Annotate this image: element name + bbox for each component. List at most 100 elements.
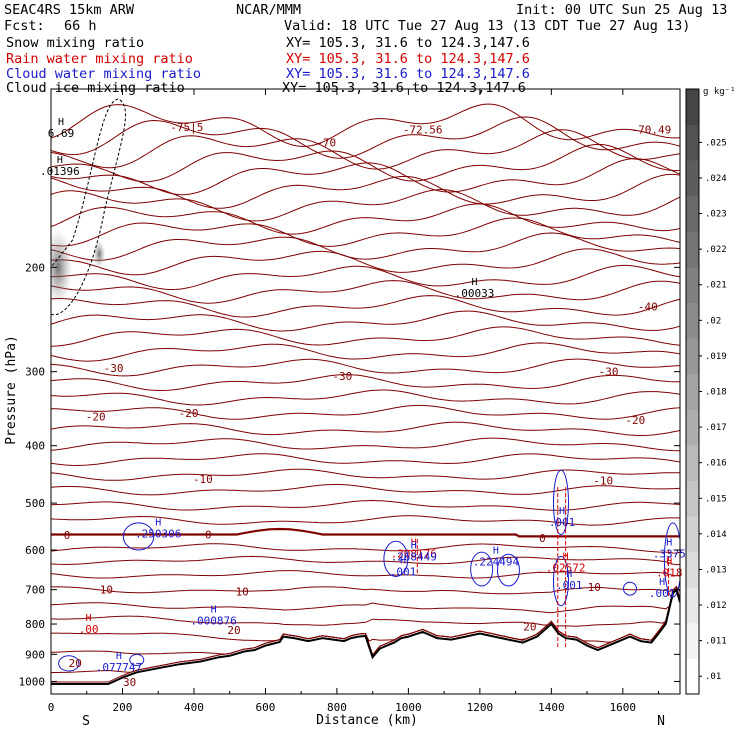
colorbar-segment [686, 89, 699, 126]
maximum-value: .001 [649, 587, 676, 600]
colorbar-tick-label: .024 [705, 174, 727, 184]
contour-label: 0 [539, 532, 546, 545]
colorbar-segment [686, 338, 699, 375]
maximum-value: .224494 [473, 556, 520, 569]
contour-label: -75|5 [170, 121, 203, 134]
cloud-water-contour [622, 581, 637, 596]
maximum-marker: H [493, 546, 499, 557]
temperature-contour [51, 585, 680, 643]
contour-label: -10 [193, 473, 213, 486]
plot-frame [50, 88, 681, 695]
colorbar-segment [686, 266, 699, 304]
colorbar-tick-label: .014 [705, 530, 727, 540]
colorbar-segment [686, 516, 699, 553]
y-axis-label: Pressure (hPa) [4, 335, 19, 445]
temperature-contour [51, 585, 680, 595]
y-tick-label: 800 [25, 618, 45, 631]
field-snow-xy: XY= 105.3, 31.6 to 124.3,147.6 [286, 35, 530, 51]
colorbar-segment [686, 622, 699, 659]
temperature-contour [51, 585, 680, 673]
maximum-marker: H [86, 613, 92, 624]
temperature-contour [51, 585, 680, 614]
temperature-contour [51, 129, 680, 170]
contour-label: -20 [625, 414, 645, 427]
maximum-value: .268449 [391, 551, 437, 564]
y-tick-label: 500 [25, 497, 45, 510]
colorbar-segment [686, 160, 699, 197]
maximum-value: .077747 [96, 661, 142, 674]
colorbar-unit: g kg⁻¹ [703, 87, 736, 97]
colorbar-tick-label: .012 [705, 601, 727, 611]
colorbar-tick-label: .01 [705, 672, 721, 682]
field-ice-name: Cloud ice mixing ratio [6, 80, 185, 96]
y-tick-label: 700 [25, 584, 45, 597]
x-tick-label: 200 [113, 701, 133, 714]
field-ice-xy: XY= 105.3, 31.6 to 124.3,147.6 [282, 80, 526, 96]
cloud-ice-contour [51, 98, 127, 316]
maximum-marker: H [58, 117, 64, 128]
temperature-contour [51, 103, 680, 147]
colorbar-segment [686, 195, 699, 232]
temperature-contour [51, 158, 680, 196]
maximum-marker: H [659, 577, 665, 588]
field-cloud-xy: XY= 105.3, 31.6 to 124.3,147.6 [286, 66, 530, 82]
x-tick-label: 1000 [395, 701, 422, 714]
maximum-value: .02572 [546, 562, 586, 575]
y-tick-label: 300 [25, 366, 45, 379]
colorbar-tick-label: .023 [705, 210, 727, 220]
temperature-contour [51, 468, 680, 481]
colorbar-tick-label: .011 [705, 637, 727, 647]
maximum-marker: H [411, 541, 417, 552]
temperature-contour [51, 116, 680, 159]
temperature-contour [51, 421, 680, 437]
contour-label: -72.56 [403, 123, 443, 136]
temperature-contour [51, 437, 680, 452]
maximum-value: .001 [549, 516, 576, 529]
init-time: Init: 00 UTC Sun 25 Aug 13 [516, 2, 728, 18]
x-tick-label: 1600 [610, 701, 637, 714]
x-tick-label: 600 [255, 701, 275, 714]
maximum-marker: H [155, 518, 161, 529]
colorbar-tick-label: .018 [705, 388, 727, 398]
cloud-water-contour [58, 655, 80, 672]
maximum-value: 6.69 [48, 127, 75, 140]
contour-label: -40 [638, 301, 658, 314]
colorbar-segment [686, 480, 699, 517]
forecast-hours: 66 h [64, 18, 97, 34]
colorbar-segment [686, 231, 699, 268]
temperature-contour [51, 203, 680, 235]
temperature-contour [51, 515, 680, 526]
y-tick-label: 200 [25, 261, 45, 274]
temperature-contour [51, 280, 680, 304]
ice-shading [93, 240, 106, 269]
colorbar-tick-label: .021 [705, 281, 727, 291]
colorbar-segment [686, 302, 699, 339]
contour-label: 10 [588, 581, 601, 594]
colorbar-segment [686, 551, 699, 588]
colorbar-segment [686, 124, 699, 161]
temperature-contour [51, 374, 680, 391]
terrain-line [51, 587, 680, 685]
x-tick-label: 1400 [538, 701, 565, 714]
temperature-contour [51, 217, 680, 247]
maximum-value: .00033 [455, 287, 495, 300]
maximum-marker: H [211, 604, 217, 615]
north-label: N [657, 714, 665, 729]
x-axis-label: Distance (km) [316, 713, 418, 728]
colorbar-segment [686, 444, 699, 481]
y-tick-label: 900 [25, 648, 45, 661]
cloud-water-contour [552, 555, 569, 607]
maximum-value: .01396 [40, 165, 80, 178]
maximum-marker: H [57, 155, 63, 166]
maximum-marker: H [666, 556, 672, 567]
colorbar-tick-label: .022 [705, 245, 727, 255]
colorbar-segment [686, 409, 699, 446]
maximum-marker: H [559, 506, 565, 517]
maximum-marker: H [411, 538, 417, 549]
temperature-contour [51, 570, 680, 579]
org-label: NCAR/MMM [236, 2, 302, 18]
temperature-contour [51, 264, 680, 290]
temperature-contour [51, 143, 680, 183]
colorbar-tick-label: .025 [705, 138, 727, 148]
contour-label: 20 [227, 624, 240, 637]
